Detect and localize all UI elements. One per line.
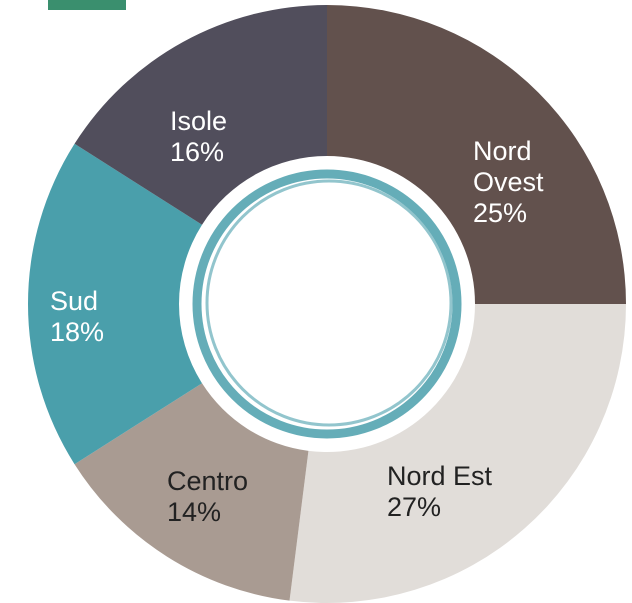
value-label: 18% [50, 317, 150, 348]
center-hole [181, 158, 473, 450]
category-label: Centro [167, 466, 297, 497]
category-label: Isole [170, 106, 280, 137]
value-label: 16% [170, 137, 280, 168]
value-label: 27% [387, 492, 557, 523]
category-label: Nord Ovest [473, 136, 583, 198]
category-label: Nord Est [387, 461, 557, 492]
chart: Nord Ovest25% Nord Est27% Centro14% Sud18% I… [0, 0, 632, 603]
value-label: 25% [473, 198, 583, 229]
category-label: Sud [50, 286, 150, 317]
value-label: 14% [167, 497, 297, 528]
corner-tab [48, 0, 126, 10]
